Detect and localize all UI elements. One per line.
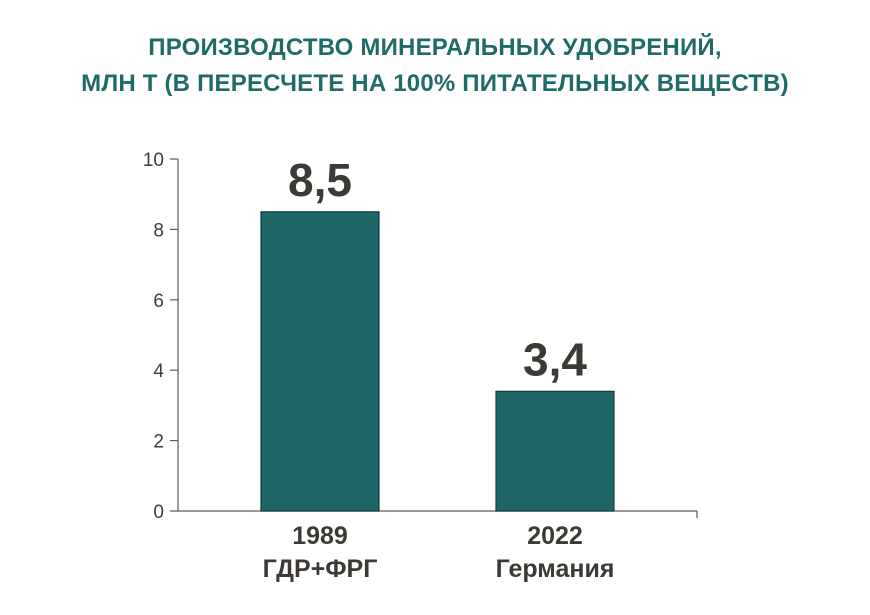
y-tick-label: 10 xyxy=(143,150,164,171)
x-category-label: Германия xyxy=(496,555,615,583)
y-tick-label: 0 xyxy=(153,502,164,523)
chart-labels: 8,5 1989 ГДР+ФРГ 3,4 2022 Германия xyxy=(263,154,615,583)
chart-axes: 0 2 4 6 8 10 xyxy=(143,150,698,523)
bar xyxy=(495,390,615,512)
x-category-label: 1989 xyxy=(292,522,348,550)
y-tick-label: 2 xyxy=(153,432,164,453)
bar-value-label: 8,5 xyxy=(288,154,352,206)
chart-title-line-1: ПРОИЗВОДСТВО МИНЕРАЛЬНЫХ УДОБРЕНИЙ, xyxy=(148,34,722,61)
chart-title-line-2: МЛН Т (В ПЕРЕСЧЕТЕ НА 100% ПИТАТЕЛЬНЫХ В… xyxy=(81,70,789,97)
y-tick-label: 6 xyxy=(153,291,164,312)
bar xyxy=(260,211,380,512)
y-tick-label: 8 xyxy=(153,220,164,241)
x-category-label: 2022 xyxy=(527,522,583,550)
x-category-label: ГДР+ФРГ xyxy=(263,555,378,583)
chart-title: ПРОИЗВОДСТВО МИНЕРАЛЬНЫХ УДОБРЕНИЙ, МЛН … xyxy=(0,30,870,102)
y-tick-label: 4 xyxy=(153,361,164,382)
chart-bars xyxy=(260,211,615,512)
bar-value-label: 3,4 xyxy=(523,333,587,385)
